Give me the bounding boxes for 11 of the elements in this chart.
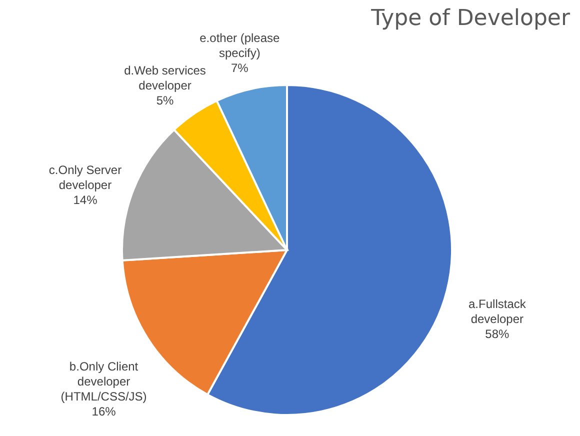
data-label: 7% bbox=[230, 61, 249, 76]
data-label: 5% bbox=[156, 94, 174, 108]
chart-title: Type of Developer bbox=[370, 6, 571, 32]
slice-label: b.Only Client developer (HTML/CSS/JS) bbox=[60, 359, 147, 404]
slice-label: a.Fullstack developer bbox=[468, 296, 527, 326]
data-label: 16% bbox=[92, 404, 116, 418]
slice-label: e.other (please specify) bbox=[200, 31, 280, 60]
slice-label: c.Only Server developer bbox=[48, 163, 122, 192]
data-label: 58% bbox=[485, 326, 510, 341]
data-label: 14% bbox=[73, 193, 98, 208]
slice-label: d.Web services developer bbox=[124, 64, 206, 93]
